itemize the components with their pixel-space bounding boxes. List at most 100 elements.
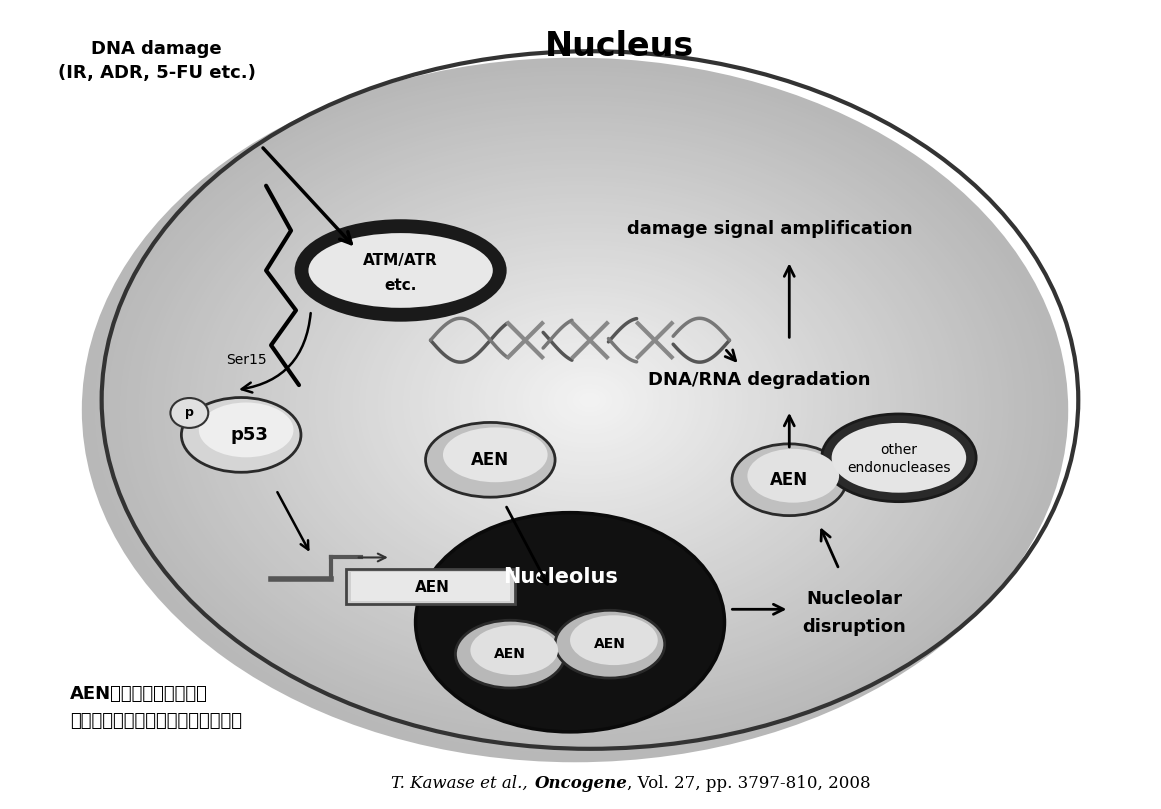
Text: 核質にてアポトーシスを誘導する。: 核質にてアポトーシスを誘導する。 [70,712,241,730]
Ellipse shape [365,248,802,561]
Text: p: p [185,406,194,420]
Ellipse shape [555,610,665,678]
Ellipse shape [327,222,837,587]
Text: AEN: AEN [495,647,526,661]
Ellipse shape [107,74,1045,744]
Ellipse shape [120,83,1033,735]
Ellipse shape [748,449,839,502]
Ellipse shape [471,320,701,485]
Ellipse shape [171,398,208,428]
Text: T. Kawase et al.,: T. Kawase et al., [390,775,533,792]
Ellipse shape [296,221,505,320]
Ellipse shape [81,57,1068,762]
Ellipse shape [283,193,879,619]
Ellipse shape [567,383,613,417]
Ellipse shape [265,180,896,632]
Text: endonucleases: endonucleases [848,461,951,475]
Ellipse shape [101,70,1051,749]
Ellipse shape [252,172,908,642]
Ellipse shape [515,350,659,453]
Ellipse shape [460,311,713,493]
Ellipse shape [333,227,831,583]
Text: AEN: AEN [770,471,808,489]
Ellipse shape [466,316,707,489]
Ellipse shape [453,307,719,498]
Ellipse shape [239,163,921,650]
Ellipse shape [377,256,791,552]
Ellipse shape [528,358,648,444]
Ellipse shape [320,218,843,592]
Ellipse shape [208,142,950,672]
Ellipse shape [221,150,938,663]
Ellipse shape [570,616,658,665]
Ellipse shape [214,146,944,668]
Ellipse shape [125,87,1026,731]
Ellipse shape [296,201,867,610]
Ellipse shape [201,138,956,677]
Ellipse shape [181,397,301,472]
Ellipse shape [132,91,1021,726]
Text: other: other [880,443,917,457]
Ellipse shape [258,176,902,637]
Text: DNA/RNA degradation: DNA/RNA degradation [648,371,871,389]
Ellipse shape [94,66,1057,753]
Ellipse shape [372,252,796,556]
Ellipse shape [470,625,558,675]
Text: Nucleolar: Nucleolar [806,591,902,608]
Ellipse shape [114,78,1039,740]
Ellipse shape [138,95,1015,722]
Ellipse shape [396,269,772,538]
Ellipse shape [416,282,755,524]
Ellipse shape [484,328,690,475]
Ellipse shape [535,362,642,439]
Ellipse shape [421,286,749,520]
Text: damage signal amplification: damage signal amplification [627,219,913,238]
Ellipse shape [88,62,1062,758]
Text: Nucleolus: Nucleolus [503,567,618,587]
Ellipse shape [245,167,915,646]
Ellipse shape [554,375,625,426]
Text: , Vol. 27, pp. 3797-810, 2008: , Vol. 27, pp. 3797-810, 2008 [627,775,871,792]
Ellipse shape [157,108,997,709]
Text: Oncogene: Oncogene [535,775,628,792]
Ellipse shape [510,345,666,457]
Ellipse shape [170,117,986,700]
Ellipse shape [340,231,825,578]
Ellipse shape [309,210,856,601]
Ellipse shape [579,392,600,408]
Ellipse shape [403,273,766,534]
Ellipse shape [572,388,607,413]
Ellipse shape [315,214,850,596]
Ellipse shape [444,427,548,482]
Ellipse shape [151,104,1003,713]
FancyBboxPatch shape [351,573,510,601]
Text: AEN: AEN [416,580,450,595]
Ellipse shape [199,403,294,457]
Text: Nucleus: Nucleus [546,30,694,63]
Ellipse shape [182,125,974,691]
Text: AEN: AEN [471,451,510,468]
Ellipse shape [226,155,932,659]
Text: DNA damage: DNA damage [92,40,222,58]
Text: Ser15: Ser15 [226,354,267,367]
Text: (IR, ADR, 5-FU etc.): (IR, ADR, 5-FU etc.) [58,64,255,83]
Ellipse shape [541,366,636,435]
Ellipse shape [497,337,678,466]
Ellipse shape [309,233,492,308]
Text: AENは核小体を破壊し、: AENは核小体を破壊し、 [70,685,208,703]
FancyBboxPatch shape [346,570,515,604]
Ellipse shape [731,444,846,515]
Ellipse shape [302,206,861,605]
Ellipse shape [560,379,619,421]
Ellipse shape [276,189,885,623]
Ellipse shape [289,197,873,614]
Ellipse shape [346,235,820,574]
Ellipse shape [504,341,672,462]
Ellipse shape [164,112,991,704]
Text: etc.: etc. [384,278,417,293]
Ellipse shape [455,621,565,688]
Ellipse shape [447,303,724,502]
Ellipse shape [233,159,926,654]
Ellipse shape [359,244,808,565]
Ellipse shape [195,134,961,681]
